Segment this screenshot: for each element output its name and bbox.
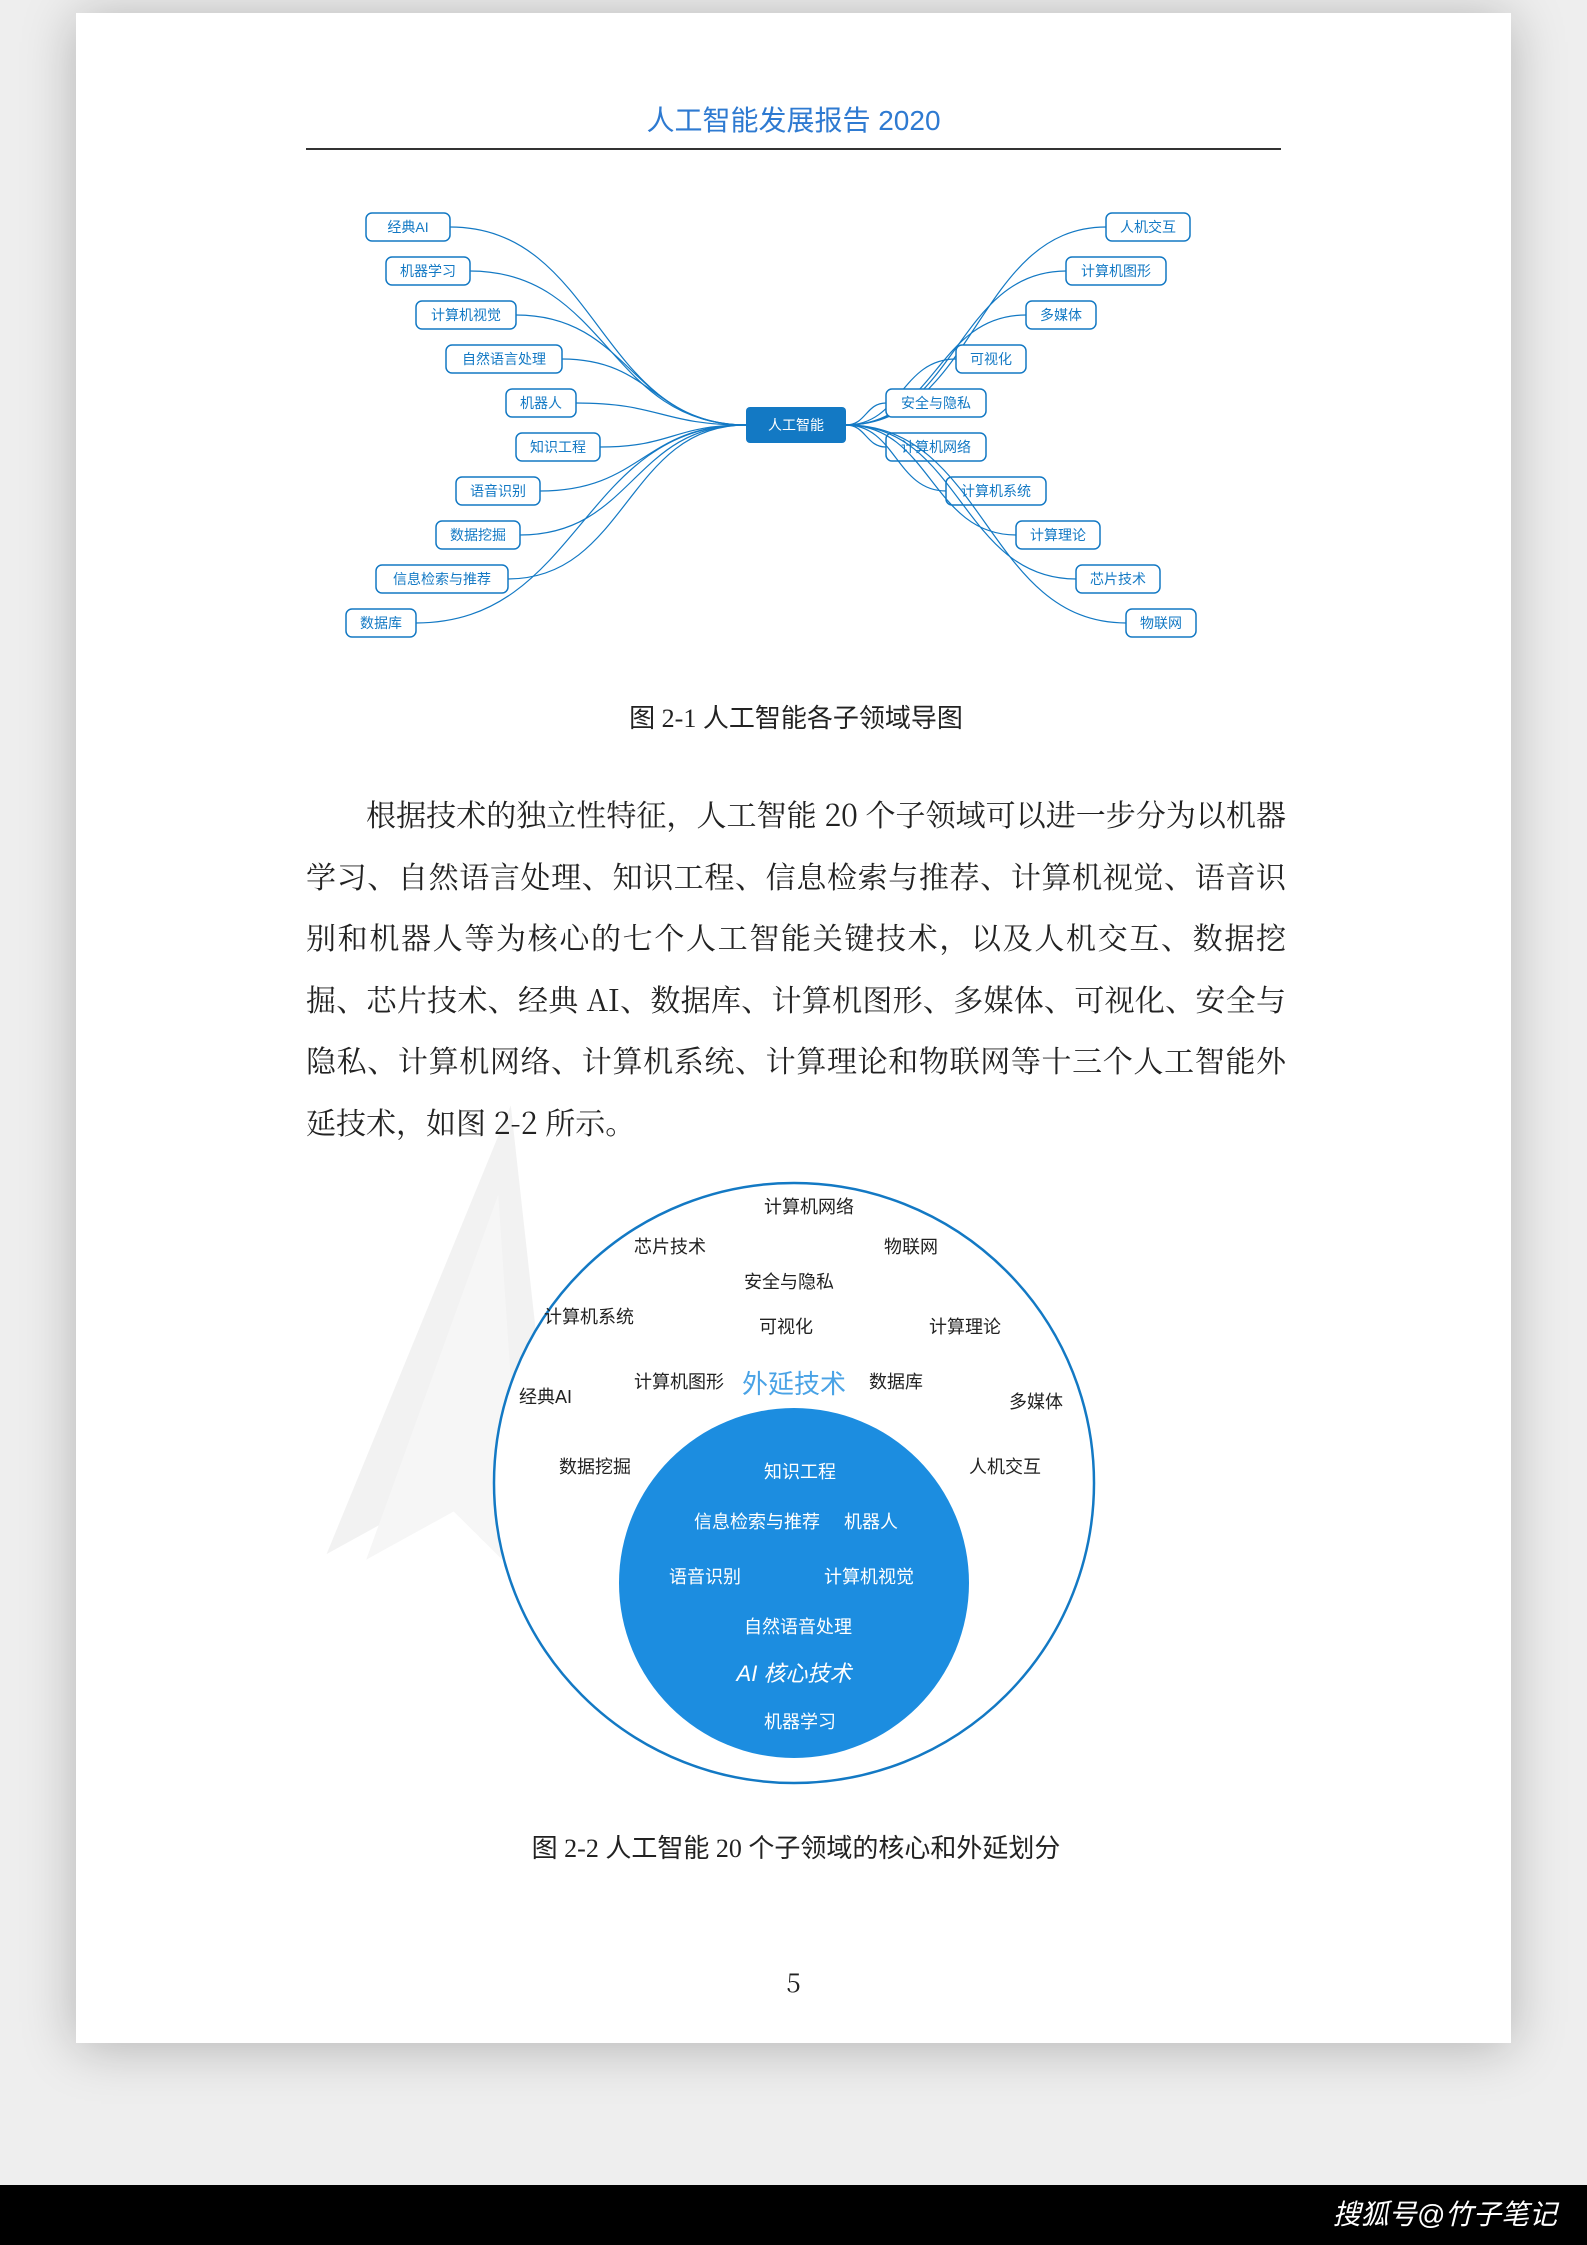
- svg-text:数据挖掘: 数据挖掘: [450, 527, 506, 543]
- svg-text:安全与隐私: 安全与隐私: [744, 1272, 834, 1292]
- svg-text:安全与隐私: 安全与隐私: [901, 395, 971, 411]
- svg-text:芯片技术: 芯片技术: [634, 1237, 706, 1257]
- svg-text:机器人: 机器人: [520, 395, 562, 411]
- paragraph-text: 根据技术的独立性特征，人工智能 20 个子领域可以进一步分为以机器学习、自然语言…: [306, 791, 1286, 1143]
- svg-text:可视化: 可视化: [759, 1317, 813, 1337]
- svg-text:计算机网络: 计算机网络: [764, 1197, 854, 1217]
- figure-1-caption: 图 2-1 人工智能各子领域导图: [306, 698, 1286, 735]
- figure-2-venn: 外延技术 AI 核心技术 知识工程信息检索与推荐 机器人语音识别 计算机视觉自然语音处理…: [464, 1173, 1124, 1793]
- svg-text:人工智能: 人工智能: [768, 417, 824, 433]
- svg-text:计算理论: 计算理论: [929, 1317, 1001, 1337]
- svg-text:数据库: 数据库: [869, 1372, 923, 1392]
- svg-text:多媒体: 多媒体: [1009, 1392, 1063, 1412]
- document-page: 人工智能发展报告 2020 人工智能经典AI机器学习计算机视觉自然语言处理机器人…: [76, 13, 1511, 2043]
- sohu-footer: 搜狐号@竹子笔记: [0, 2185, 1587, 2245]
- svg-text:计算机系统: 计算机系统: [961, 483, 1031, 499]
- header-rule: [306, 148, 1281, 150]
- svg-text:计算机视觉: 计算机视觉: [824, 1567, 914, 1587]
- svg-text:经典AI: 经典AI: [387, 219, 428, 235]
- figure-1-mindmap: 人工智能 经典AI 机器学习计算机视觉自然语言处理机器人知识工程语音识别数据挖掘信息…: [336, 203, 1256, 663]
- svg-text:数据库: 数据库: [360, 615, 402, 631]
- svg-text:多媒体: 多媒体: [1040, 307, 1082, 323]
- svg-text:机器学习: 机器学习: [400, 263, 456, 279]
- svg-text:AI 核心技术: AI 核心技术: [735, 1661, 854, 1686]
- svg-text:计算机系统: 计算机系统: [544, 1307, 634, 1327]
- page-header-title: 人工智能发展报告 2020: [76, 99, 1511, 139]
- svg-text:人机交互: 人机交互: [969, 1457, 1041, 1477]
- svg-text:信息检索与推荐: 信息检索与推荐: [393, 571, 491, 587]
- svg-text:语音识别: 语音识别: [669, 1567, 741, 1587]
- svg-text:经典AI: 经典AI: [519, 1387, 572, 1407]
- svg-text:计算机视觉: 计算机视觉: [431, 307, 501, 323]
- svg-text:可视化: 可视化: [970, 351, 1012, 367]
- figure-2-caption: 图 2-2 人工智能 20 个子领域的核心和外延划分: [306, 1828, 1286, 1865]
- svg-text:物联网: 物联网: [1140, 615, 1182, 631]
- svg-text:计算机图形: 计算机图形: [1081, 263, 1151, 279]
- svg-text:知识工程: 知识工程: [530, 439, 586, 455]
- svg-text:芯片技术: 芯片技术: [1090, 571, 1146, 587]
- svg-text:数据挖掘: 数据挖掘: [559, 1457, 631, 1477]
- svg-text:语音识别: 语音识别: [470, 483, 526, 499]
- svg-text:自然语言处理: 自然语言处理: [462, 351, 546, 367]
- svg-text:自然语音处理: 自然语音处理: [744, 1617, 852, 1637]
- svg-text:机器学习: 机器学习: [764, 1712, 836, 1732]
- svg-text:信息检索与推荐: 信息检索与推荐: [694, 1512, 820, 1532]
- svg-text:物联网: 物联网: [884, 1237, 938, 1257]
- svg-text:机器人: 机器人: [844, 1512, 898, 1532]
- svg-text:知识工程: 知识工程: [764, 1462, 836, 1482]
- page-number: 5: [76, 1963, 1511, 2000]
- svg-text:计算理论: 计算理论: [1030, 527, 1086, 543]
- body-paragraph: 根据技术的独立性特征，人工智能 20 个子领域可以进一步分为以机器学习、自然语言…: [306, 783, 1286, 1152]
- svg-text:人机交互: 人机交互: [1120, 219, 1176, 235]
- svg-text:外延技术: 外延技术: [742, 1369, 846, 1399]
- svg-text:计算机图形: 计算机图形: [634, 1372, 724, 1392]
